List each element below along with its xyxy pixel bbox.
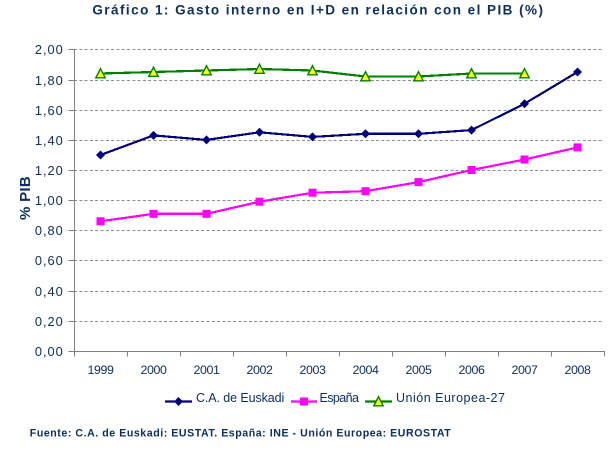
svg-text:2000: 2000 <box>141 363 167 377</box>
svg-text:C.A. de Euskadi: C.A. de Euskadi <box>196 391 284 405</box>
svg-text:1,00: 1,00 <box>35 193 64 208</box>
svg-text:2006: 2006 <box>459 363 485 377</box>
svg-text:Fuente: C.A. de Euskadi: EUSTA: Fuente: C.A. de Euskadi: EUSTAT. España:… <box>30 428 451 440</box>
svg-text:2004: 2004 <box>353 363 379 377</box>
svg-text:% PIB: % PIB <box>17 176 34 220</box>
svg-text:1,80: 1,80 <box>35 73 64 88</box>
svg-text:0,40: 0,40 <box>35 284 64 299</box>
svg-text:1,40: 1,40 <box>35 133 64 148</box>
svg-text:2008: 2008 <box>565 363 591 377</box>
svg-text:1999: 1999 <box>88 363 114 377</box>
svg-text:2003: 2003 <box>300 363 326 377</box>
svg-text:0,80: 0,80 <box>35 223 64 238</box>
svg-text:Unión Europea-27: Unión Europea-27 <box>396 391 505 405</box>
svg-text:0,20: 0,20 <box>35 314 64 329</box>
svg-text:2001: 2001 <box>194 363 220 377</box>
svg-text:1,20: 1,20 <box>35 163 64 178</box>
svg-text:0,00: 0,00 <box>35 344 64 359</box>
svg-text:España: España <box>320 391 359 405</box>
svg-text:2007: 2007 <box>512 363 538 377</box>
svg-text:2002: 2002 <box>247 363 273 377</box>
svg-text:1,60: 1,60 <box>35 103 64 118</box>
svg-text:0,60: 0,60 <box>35 253 64 268</box>
svg-text:Gráfico 1: Gasto interno en I+: Gráfico 1: Gasto interno en I+D en relac… <box>92 2 544 17</box>
svg-text:2,00: 2,00 <box>35 42 64 57</box>
svg-text:2005: 2005 <box>406 363 432 377</box>
